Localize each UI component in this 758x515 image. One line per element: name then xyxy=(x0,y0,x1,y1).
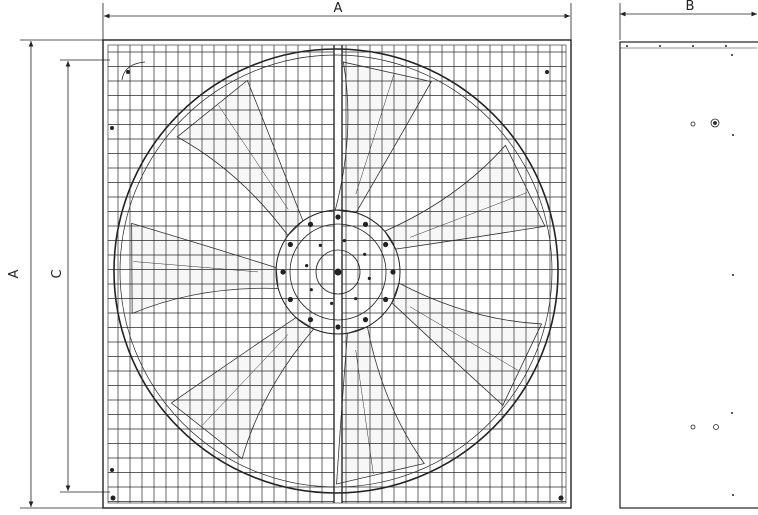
fan-frame xyxy=(102,39,572,509)
motor-mount-holes xyxy=(690,118,720,430)
safety-grille xyxy=(108,45,566,503)
dimension-label-grille-height: C xyxy=(50,269,65,278)
corner-bolts xyxy=(110,70,564,501)
dimension-label-height: A xyxy=(7,269,22,278)
dimension-label-width: A xyxy=(334,1,343,16)
front-view xyxy=(102,39,572,509)
dimension-label-depth: B xyxy=(686,0,695,14)
dimension-lines xyxy=(20,3,757,509)
venturi-ring xyxy=(113,48,559,494)
housing-side-panel xyxy=(619,41,758,509)
fan-blades xyxy=(131,61,546,485)
side-view xyxy=(619,41,758,509)
fan-hub xyxy=(275,209,401,335)
hub-bolts xyxy=(280,214,396,330)
